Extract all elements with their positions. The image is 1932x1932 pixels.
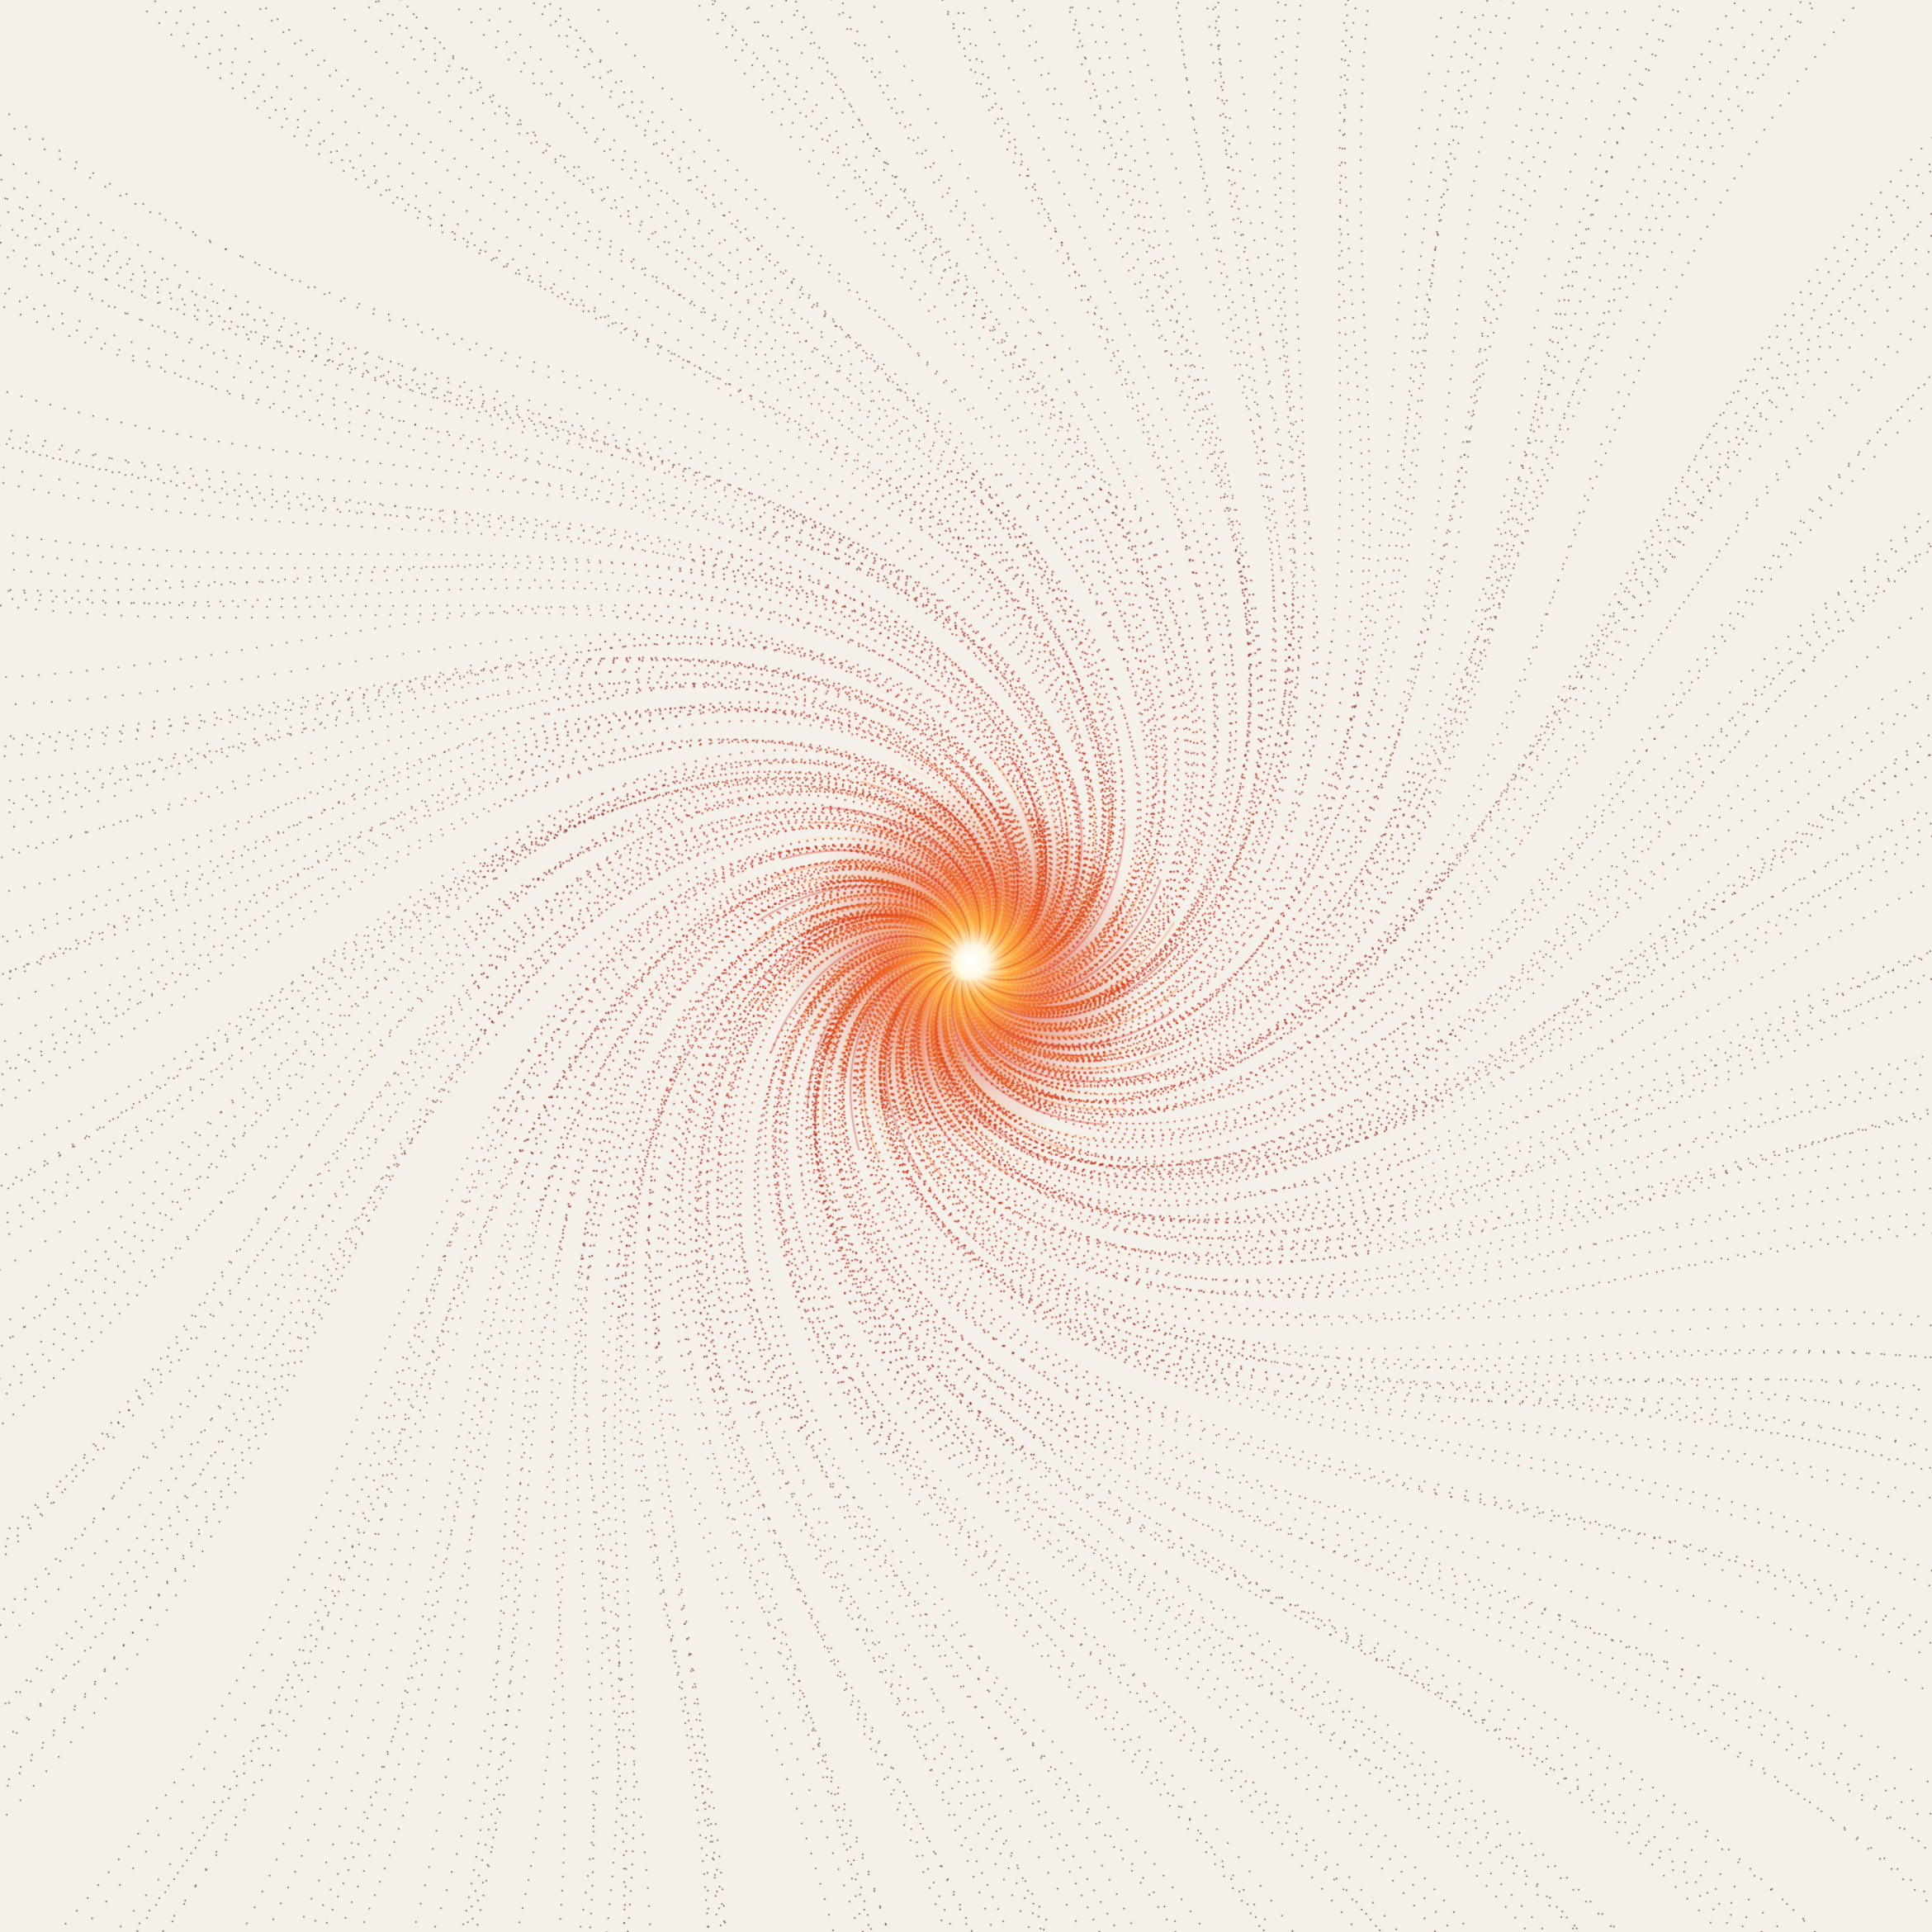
spiral-vortex-artwork (0, 0, 1932, 1932)
artwork-canvas-wrap (0, 0, 1932, 1932)
